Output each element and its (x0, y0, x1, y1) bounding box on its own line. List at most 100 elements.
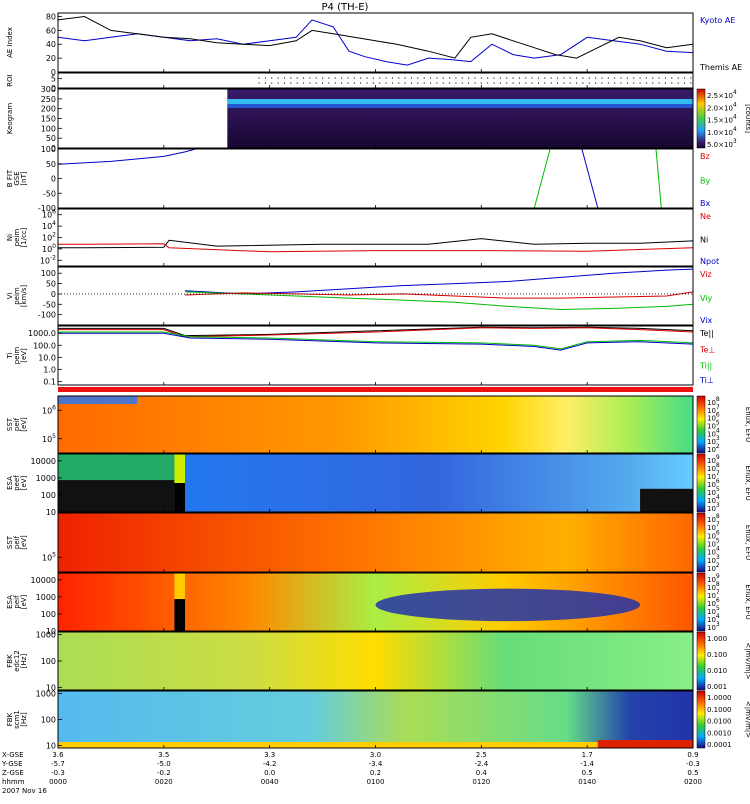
roi-mark (347, 82, 349, 84)
colorbar-tick-label: 103 (707, 502, 720, 513)
y-axis-label: peif (13, 535, 21, 549)
roi-mark (601, 82, 603, 84)
roi-mark (620, 77, 622, 79)
colorbar-tick-label: 108 (707, 396, 720, 407)
y-tick-label: 104 (42, 220, 56, 231)
colorbar-tick-label: 5.0×103 (707, 138, 737, 149)
roi-mark (283, 82, 286, 84)
roi-mark (531, 82, 533, 84)
y-tick-label: -50 (43, 300, 56, 309)
roi-mark (321, 77, 324, 79)
roi-mark (626, 77, 628, 79)
legend-entry: Te|| (699, 329, 714, 338)
colorbar-esa_e (696, 453, 706, 513)
roi-mark (379, 82, 381, 84)
colorbar-tick-label: 105 (707, 486, 720, 497)
y-axis-label: Keogram (6, 103, 14, 134)
roi-mark (398, 77, 400, 79)
roi-mark (404, 82, 406, 84)
y-tick-label: 100 (41, 610, 56, 619)
y-axis-label: ESA (6, 595, 14, 609)
footer-value: -5.0 (157, 760, 171, 768)
roi-mark (677, 82, 679, 84)
roi-mark (690, 77, 692, 79)
colorbar-unit: [counts] (744, 104, 750, 133)
plot-title: P4 (TH-E) (322, 2, 369, 13)
roi-mark (620, 82, 622, 84)
footer-value: -3.4 (369, 760, 383, 768)
colorbar-tick-label: 104 (707, 494, 720, 505)
y-tick-label: 100 (41, 145, 56, 154)
roi-mark (588, 82, 590, 84)
roi-mark (506, 82, 508, 84)
y-axis-label: [eV] (20, 594, 28, 609)
roi-mark (328, 77, 330, 79)
roi-mark (341, 82, 343, 84)
roi-mark (493, 77, 495, 79)
roi-mark (512, 77, 514, 79)
y-tick-label: 50 (46, 134, 56, 143)
series-ne (58, 243, 694, 253)
footer-value: 1.7 (582, 751, 593, 759)
y-axis-label: peim (13, 287, 21, 305)
keogram-band (227, 104, 694, 108)
roi-mark (258, 77, 260, 79)
spectrogram-fbk_b (58, 691, 693, 748)
footer-value: 3.6 (52, 751, 64, 759)
y-tick-label: 1000 (36, 631, 56, 640)
colorbar-tick-label: 107 (707, 470, 720, 481)
roi-mark (309, 82, 311, 84)
series-te- (58, 327, 694, 338)
series-themis-ae (57, 15, 694, 59)
legend-entry: Kyoto AE (700, 16, 735, 25)
panel-fbk_e: 1.000 0.100 0.010 0.001 <|mV/m|> 10 100 1000 FBK… (6, 631, 750, 693)
panel-frame (57, 12, 694, 73)
roi-mark (683, 82, 686, 84)
y-tick-label: 150 (41, 115, 56, 124)
spectrogram-sst_i (58, 396, 693, 453)
y-axis-label: B FIT (6, 169, 14, 187)
y-tick-label: 100 (41, 491, 56, 500)
roi-mark (321, 82, 324, 84)
colorbar-tick-label: 108 (707, 462, 720, 473)
roi-mark (328, 82, 330, 84)
y-tick-label: 105 (42, 551, 56, 562)
sst-i-band (58, 396, 138, 404)
roi-mark (461, 77, 463, 79)
y-axis-label: [nT] (20, 171, 28, 185)
y-axis-label: peim (13, 229, 21, 247)
y-tick-label: 300 (41, 85, 56, 94)
panel-ti: 0.1 1.0 10.0 100.0 1000.0 Ti peim [eV] Te|| Te⊥ Ti… (6, 325, 715, 386)
y-tick-label: 105 (42, 433, 56, 444)
roi-mark (410, 82, 413, 84)
roi-mark (639, 77, 641, 79)
esa-e-gap (174, 483, 185, 512)
colorbar-esa_i (696, 572, 706, 632)
y-axis-label: peif (13, 417, 21, 431)
y-tick-label: -100 (38, 311, 56, 320)
esa-e-dropout (58, 480, 175, 512)
roi-mark (480, 77, 482, 79)
colorbar-tick-label: 106 (707, 529, 720, 540)
footer-value: 0120 (472, 778, 490, 786)
colorbar-tick-label: 1.000 (707, 635, 727, 643)
orbit-footer: X-GSE 3.6 3.5 3.3 3.0 2.5 1.7 0.9Y-GSE -5.7 -5.0-… (1, 751, 702, 795)
roi-mark (455, 82, 457, 84)
colorbar-tick-label: 102 (707, 443, 720, 454)
roi-mark (569, 82, 571, 84)
colorbar-tick-label: 0.0100 (707, 718, 732, 726)
roi-mark (487, 77, 489, 79)
roi-mark (334, 82, 336, 84)
roi-mark (302, 82, 305, 84)
roi-mark (537, 82, 540, 84)
roi-mark (658, 77, 660, 79)
colorbar-tick-label: 0.1000 (707, 706, 732, 714)
roi-mark (309, 77, 311, 79)
roi-mark (391, 82, 394, 84)
footer-value: 0100 (367, 778, 385, 786)
footer-value: 0.2 (370, 769, 381, 777)
colorbar-tick-label: 109 (707, 454, 720, 465)
series-viy (184, 291, 694, 311)
